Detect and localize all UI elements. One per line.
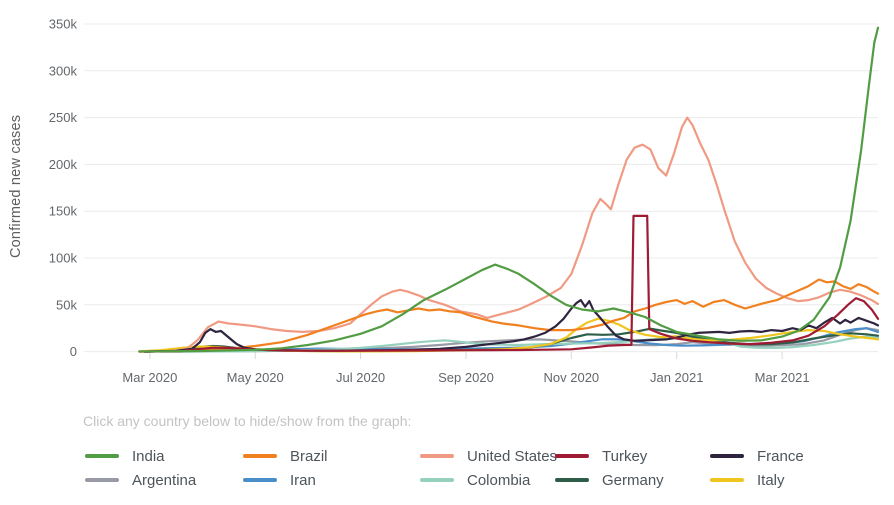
legend-label-iran: Iran — [290, 471, 316, 489]
legend-item-india[interactable]: India — [85, 446, 243, 466]
y-tick-label-50k: 50k — [56, 297, 77, 312]
legend-label-italy: Italy — [757, 471, 785, 489]
legend-caption: Click any country below to hide/show fro… — [83, 413, 412, 429]
x-tick-label-mar-2020: Mar 2020 — [122, 370, 177, 385]
line-chart-plot: 0 50k 100k 150k 200k 250k 300k 350k Mar 2020 May … — [49, 17, 880, 385]
legend-item-turkey[interactable]: Turkey — [555, 446, 710, 466]
y-tick-label-100k: 100k — [49, 251, 78, 266]
legend-label-india: India — [132, 447, 165, 465]
legend-label-turkey: Turkey — [602, 447, 648, 465]
legend-item-argentina[interactable]: Argentina — [85, 470, 243, 490]
series-line-colombia — [175, 335, 880, 353]
x-tick-label-jan-2021: Jan 2021 — [650, 370, 704, 385]
legend-swatch-france — [710, 454, 744, 458]
series-line-united-states — [138, 116, 880, 353]
legend-swatch-germany — [555, 478, 589, 482]
x-tick-label-may-2020: May 2020 — [227, 370, 284, 385]
series-line-brazil — [138, 278, 880, 353]
y-tick-label-250k: 250k — [49, 110, 78, 125]
legend-item-colombia[interactable]: Colombia — [420, 470, 555, 490]
legend-swatch-brazil — [243, 454, 277, 458]
legend-swatch-india — [85, 454, 119, 458]
legend-item-germany[interactable]: Germany — [555, 470, 710, 490]
series-line-turkey — [143, 214, 880, 353]
legend-label-united-states: United States — [467, 447, 558, 465]
y-tick-label-200k: 200k — [49, 157, 78, 172]
legend-label-brazil: Brazil — [290, 447, 328, 465]
legend-item-brazil[interactable]: Brazil — [243, 446, 420, 466]
y-tick-label-0: 0 — [70, 344, 77, 359]
legend-swatch-turkey — [555, 454, 589, 458]
series-line-india — [138, 26, 880, 353]
x-tick-label-sep-2020: Sep 2020 — [438, 370, 494, 385]
legend-label-france: France — [757, 447, 804, 465]
legend-label-colombia: Colombia — [467, 471, 531, 489]
legend-swatch-colombia — [420, 478, 454, 482]
legend-label-germany: Germany — [602, 471, 664, 489]
y-tick-label-300k: 300k — [49, 63, 78, 78]
x-tick-label-jul-2020: Jul 2020 — [336, 370, 385, 385]
legend-swatch-united-states — [420, 454, 454, 458]
legend: India Brazil United States Turkey France Arge… — [85, 446, 875, 490]
legend-item-italy[interactable]: Italy — [710, 470, 875, 490]
y-tick-label-350k: 350k — [49, 17, 78, 32]
legend-item-france[interactable]: France — [710, 446, 875, 466]
legend-item-united-states[interactable]: United States — [420, 446, 558, 466]
legend-item-iran[interactable]: Iran — [243, 470, 420, 490]
legend-swatch-argentina — [85, 478, 119, 482]
x-tick-label-mar-2021: Mar 2021 — [755, 370, 810, 385]
legend-swatch-iran — [243, 478, 277, 482]
y-tick-label-150k: 150k — [49, 204, 78, 219]
legend-swatch-italy — [710, 478, 744, 482]
x-tick-label-nov-2020: Nov 2020 — [544, 370, 600, 385]
legend-label-argentina: Argentina — [132, 471, 197, 489]
